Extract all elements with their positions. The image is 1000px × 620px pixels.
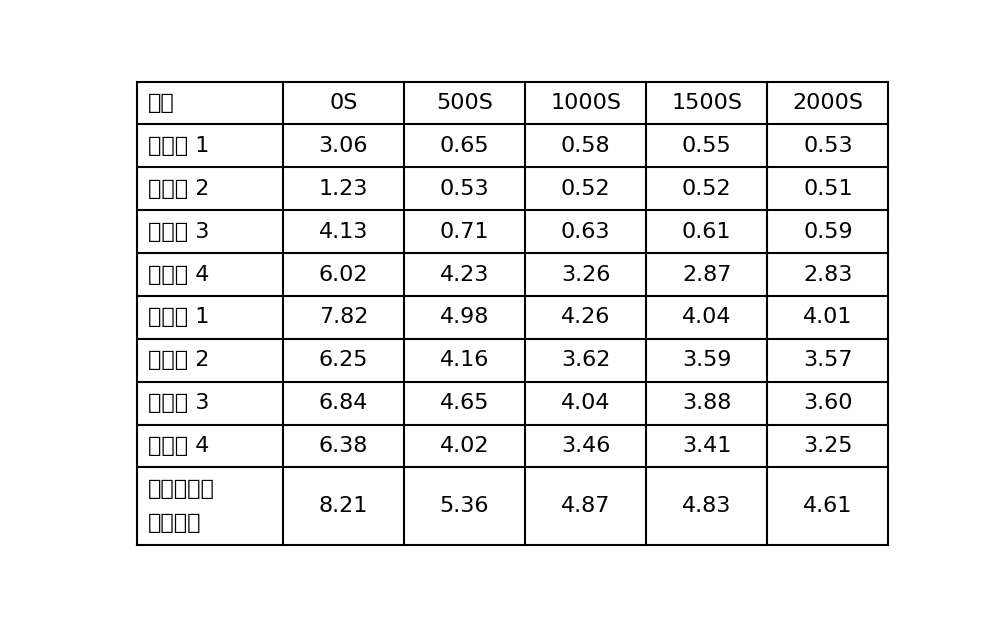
Text: 0.63: 0.63 bbox=[561, 221, 610, 242]
Text: 4.83: 4.83 bbox=[682, 496, 731, 516]
Text: 0.61: 0.61 bbox=[682, 221, 731, 242]
Text: 7.82: 7.82 bbox=[319, 308, 368, 327]
Text: 4.04: 4.04 bbox=[561, 393, 610, 413]
Text: 4.65: 4.65 bbox=[440, 393, 489, 413]
Text: 4.16: 4.16 bbox=[440, 350, 489, 370]
Text: 对比例 3: 对比例 3 bbox=[148, 393, 210, 413]
Text: 0.51: 0.51 bbox=[803, 179, 853, 199]
Text: 对比例 1: 对比例 1 bbox=[148, 308, 210, 327]
Text: 4.13: 4.13 bbox=[319, 221, 368, 242]
Text: 6.84: 6.84 bbox=[319, 393, 368, 413]
Text: 3.25: 3.25 bbox=[803, 436, 853, 456]
Text: 3.57: 3.57 bbox=[803, 350, 853, 370]
Text: 4.01: 4.01 bbox=[803, 308, 853, 327]
Text: 3.26: 3.26 bbox=[561, 265, 610, 285]
Text: 5.36: 5.36 bbox=[440, 496, 489, 516]
Text: 3.59: 3.59 bbox=[682, 350, 731, 370]
Text: 4.02: 4.02 bbox=[440, 436, 489, 456]
Text: 2.87: 2.87 bbox=[682, 265, 731, 285]
Text: 6.02: 6.02 bbox=[319, 265, 368, 285]
Text: 4.26: 4.26 bbox=[561, 308, 610, 327]
Text: 0.52: 0.52 bbox=[682, 179, 732, 199]
Text: 0.53: 0.53 bbox=[440, 179, 489, 199]
Text: 2000S: 2000S bbox=[792, 93, 863, 113]
Text: 8.21: 8.21 bbox=[319, 496, 368, 516]
Text: 1500S: 1500S bbox=[671, 93, 742, 113]
Text: 500S: 500S bbox=[436, 93, 493, 113]
Text: 实施例 1: 实施例 1 bbox=[148, 136, 210, 156]
Text: 6.38: 6.38 bbox=[319, 436, 368, 456]
Text: 3.88: 3.88 bbox=[682, 393, 731, 413]
Text: 0.52: 0.52 bbox=[561, 179, 610, 199]
Text: 4.87: 4.87 bbox=[561, 496, 610, 516]
Text: 3.41: 3.41 bbox=[682, 436, 731, 456]
Text: 实施例 3: 实施例 3 bbox=[148, 221, 210, 242]
Text: 0.55: 0.55 bbox=[682, 136, 732, 156]
Text: 对比例 4: 对比例 4 bbox=[148, 436, 210, 456]
Text: 2.83: 2.83 bbox=[803, 265, 853, 285]
Text: 1000S: 1000S bbox=[550, 93, 621, 113]
Text: 4.04: 4.04 bbox=[682, 308, 731, 327]
Text: 4.61: 4.61 bbox=[803, 496, 853, 516]
Text: 未改性葵花: 未改性葵花 bbox=[148, 479, 215, 499]
Text: 3.60: 3.60 bbox=[803, 393, 853, 413]
Text: 实施例 4: 实施例 4 bbox=[148, 265, 210, 285]
Text: 0S: 0S bbox=[329, 93, 358, 113]
Text: 产品: 产品 bbox=[148, 93, 175, 113]
Text: 对比例 2: 对比例 2 bbox=[148, 350, 210, 370]
Text: 0.59: 0.59 bbox=[803, 221, 853, 242]
Text: 3.46: 3.46 bbox=[561, 436, 610, 456]
Text: 0.53: 0.53 bbox=[803, 136, 853, 156]
Text: 实施例 2: 实施例 2 bbox=[148, 179, 210, 199]
Text: 3.06: 3.06 bbox=[319, 136, 368, 156]
Text: 0.58: 0.58 bbox=[561, 136, 610, 156]
Text: 0.71: 0.71 bbox=[440, 221, 489, 242]
Text: 3.62: 3.62 bbox=[561, 350, 610, 370]
Text: 1.23: 1.23 bbox=[319, 179, 368, 199]
Text: 籽绝缘油: 籽绝缘油 bbox=[148, 513, 202, 533]
Text: 4.23: 4.23 bbox=[440, 265, 489, 285]
Text: 0.65: 0.65 bbox=[440, 136, 489, 156]
Text: 6.25: 6.25 bbox=[319, 350, 368, 370]
Text: 4.98: 4.98 bbox=[440, 308, 489, 327]
